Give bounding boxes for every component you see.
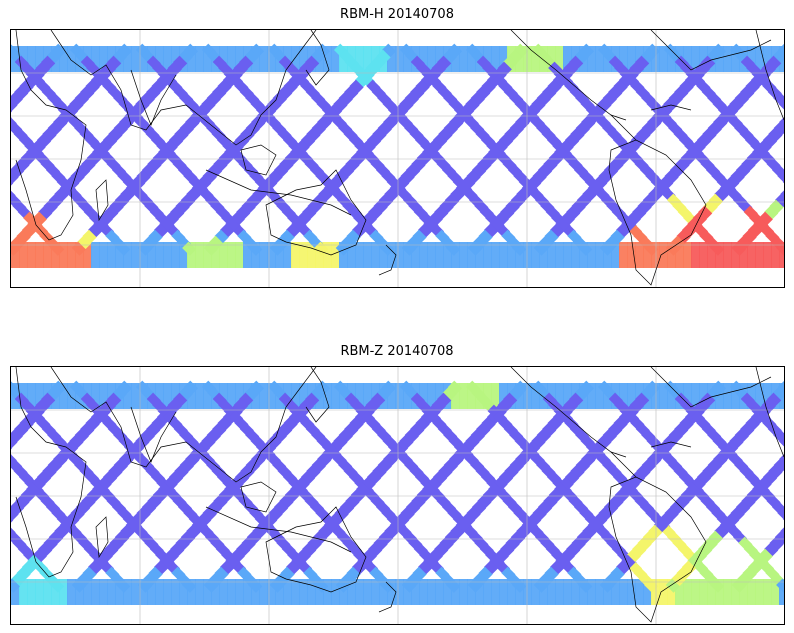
swath-layer (11, 380, 784, 605)
coastline-segment (650, 30, 772, 71)
coastline-segment (755, 30, 784, 121)
coastline-segment (265, 169, 367, 256)
graticule (11, 30, 784, 287)
coastline-segment (50, 30, 317, 146)
coastline-segment (305, 367, 330, 423)
graticule (11, 367, 784, 624)
coastline-segment (378, 581, 397, 613)
coastline-segment (130, 406, 177, 463)
coastline-segment (610, 114, 637, 141)
map-canvas-top (11, 30, 784, 287)
coastline-segment (265, 506, 367, 593)
coastline-segment (15, 30, 87, 241)
coastline-segment (510, 367, 627, 458)
coastline-segment (205, 169, 352, 216)
coastline-segment (650, 441, 692, 448)
panel-title-bottom: RBM-Z 20140708 (340, 344, 454, 359)
coastline-segment (755, 367, 784, 458)
coastlines (15, 30, 784, 286)
map-panel-bottom (10, 366, 785, 625)
coastline-segment (95, 179, 109, 222)
coastline-segment (50, 367, 317, 483)
coastline-segment (240, 144, 277, 176)
coastlines (15, 367, 784, 623)
coastline-segment (305, 30, 330, 86)
coastline-segment (130, 69, 177, 126)
coastline-segment (608, 139, 707, 286)
coastline-segment (378, 244, 397, 276)
coastline-segment (608, 476, 707, 623)
coastline-segment (650, 367, 772, 408)
coastline-segment (205, 506, 352, 553)
swath-layer (11, 43, 784, 268)
coastline-segment (510, 30, 627, 121)
map-panel-top (10, 29, 785, 288)
panel-title-top: RBM-H 20140708 (340, 7, 454, 22)
map-canvas-bottom (11, 367, 784, 624)
coastline-segment (610, 451, 637, 478)
coastline-segment (15, 367, 87, 578)
coastline-segment (650, 104, 692, 111)
coastline-segment (240, 481, 277, 513)
coastline-segment (95, 516, 109, 559)
